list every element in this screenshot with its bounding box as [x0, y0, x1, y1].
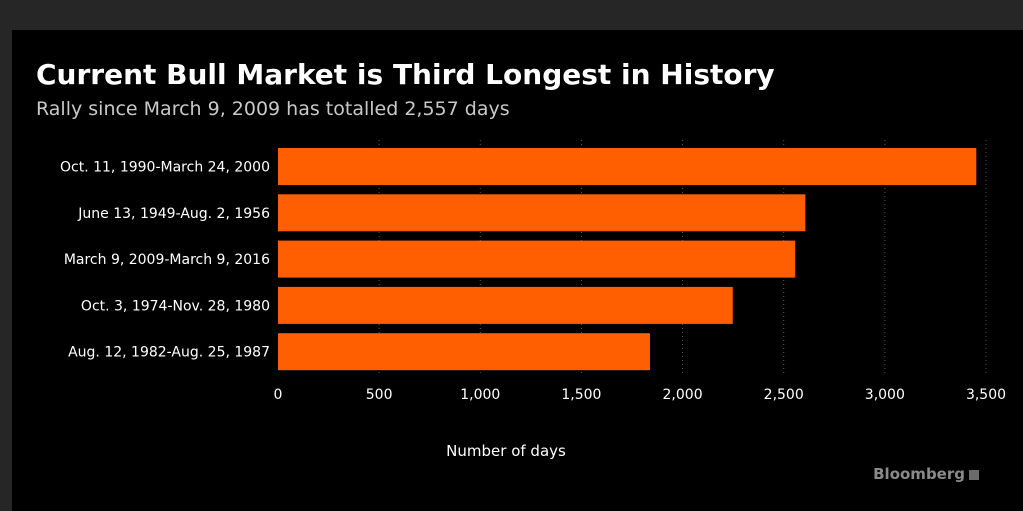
category-label: March 9, 2009-March 9, 2016	[64, 252, 270, 268]
category-label: Oct. 11, 1990-March 24, 2000	[60, 160, 270, 176]
chart-title: Current Bull Market is Third Longest in …	[36, 58, 775, 91]
x-tick-label: 1,000	[460, 387, 500, 403]
bar	[278, 194, 806, 232]
x-axis-label: Number of days	[446, 442, 566, 460]
x-tick-label: 1,500	[561, 387, 601, 403]
chart-subtitle: Rally since March 9, 2009 has totalled 2…	[36, 98, 510, 120]
x-tick-label: 2,000	[663, 387, 703, 403]
bloomberg-logo: Bloomberg	[873, 465, 979, 483]
chart-panel: Current Bull Market is Third Longest in …	[12, 30, 1023, 511]
x-tick-label: 3,000	[865, 387, 905, 403]
x-tick-label: 2,500	[764, 387, 804, 403]
bar	[278, 148, 977, 185]
bar	[278, 333, 651, 371]
logo-mark-icon	[969, 469, 979, 480]
category-label: June 13, 1949-Aug. 2, 1956	[77, 206, 270, 222]
x-tick-label: 0	[274, 387, 283, 403]
category-label: Oct. 3, 1974-Nov. 28, 1980	[81, 298, 270, 314]
category-label: Aug. 12, 1982-Aug. 25, 1987	[68, 345, 270, 361]
bar	[278, 286, 733, 324]
bar	[278, 240, 796, 278]
x-tick-label: 500	[366, 387, 393, 403]
bar-chart: Oct. 11, 1990-March 24, 2000 June 13, 194…	[60, 140, 1006, 460]
source-label: Bloomberg	[873, 465, 965, 483]
top-bar	[0, 0, 1023, 30]
x-tick-label: 3,500	[966, 387, 1006, 403]
